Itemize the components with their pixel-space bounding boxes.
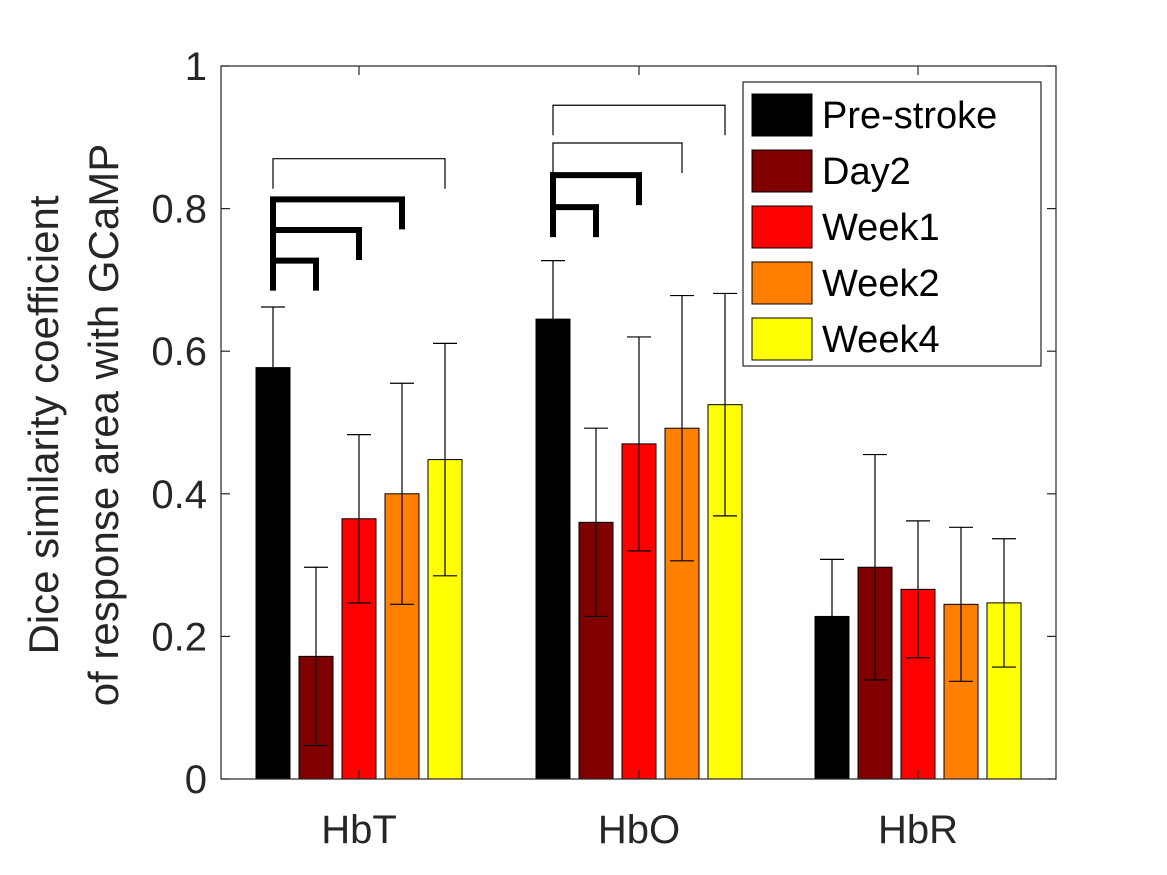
y-tick-label: 1 (185, 45, 207, 89)
axes-layer: 0 0.2 0.4 0.6 0.8 1 HbT HbO HbR (151, 45, 1057, 852)
significance-bracket-2 (270, 196, 405, 230)
legend-label-pre-stroke: Pre-stroke (822, 95, 997, 137)
error-bar-hbo-day2 (584, 427, 608, 618)
legend-label-day2: Day2 (822, 151, 911, 193)
legend-swatch-day2 (751, 149, 813, 193)
legend-swatch-week2 (751, 261, 813, 305)
significance-bracket-5 (550, 172, 642, 206)
x-tick-label-hbr: HbR (878, 808, 958, 852)
error-bar-hbt-week1 (347, 434, 371, 604)
error-bar-hbr-week1 (906, 520, 930, 659)
legend-swatch-pre-stroke (751, 93, 813, 137)
x-tick-label-hbt: HbT (321, 808, 397, 852)
legend-label-week2: Week2 (822, 263, 940, 305)
error-bar-hbr-week4 (992, 538, 1016, 668)
error-bars-layer (261, 260, 1016, 747)
error-bar-hbo-week2 (670, 294, 694, 562)
error-bar-hbr-pre-stroke (820, 558, 844, 675)
legend: Pre-stroke Day2 Week1 Week2 Week4 (742, 81, 1042, 367)
error-bar-hbt-pre-stroke (261, 306, 285, 429)
y-tick-label: 0.2 (151, 615, 207, 659)
x-tick-label-hbo: HbO (598, 808, 680, 852)
y-tick-label: 0.8 (151, 188, 207, 232)
legend-label-week1: Week1 (822, 207, 940, 249)
significance-brackets-layer (270, 104, 726, 291)
y-tick-label: 0 (185, 758, 207, 802)
bar-hbo-pre-stroke (535, 318, 571, 780)
significance-bracket-4 (550, 204, 599, 238)
error-bar-hbt-day2 (304, 566, 328, 747)
error-bar-hbo-week1 (627, 336, 651, 552)
y-tick-label: 0.4 (151, 473, 207, 517)
error-bar-hbt-week4 (433, 342, 457, 577)
bar-hbt-pre-stroke (255, 367, 291, 780)
y-tick-label: 0.6 (151, 330, 207, 374)
legend-label-week4: Week4 (822, 319, 940, 361)
legend-swatch-week4 (751, 317, 813, 361)
legend-swatch-week1 (751, 205, 813, 249)
error-bar-hbt-week2 (390, 382, 414, 605)
error-bar-hbo-pre-stroke (541, 260, 565, 379)
significance-bracket-6 (552, 142, 683, 174)
error-bar-hbr-week2 (949, 526, 973, 682)
error-bar-hbr-day2 (863, 453, 887, 681)
significance-bracket-7 (552, 104, 726, 136)
significance-bracket-1 (270, 226, 362, 260)
y-axis-label-line-2: of response area with GCaMP (80, 144, 127, 707)
error-bar-hbo-week4 (713, 292, 737, 517)
y-axis-label-line-1: Dice similarity coefficient (20, 195, 67, 654)
significance-bracket-0 (270, 257, 319, 291)
significance-bracket-3 (272, 158, 446, 189)
